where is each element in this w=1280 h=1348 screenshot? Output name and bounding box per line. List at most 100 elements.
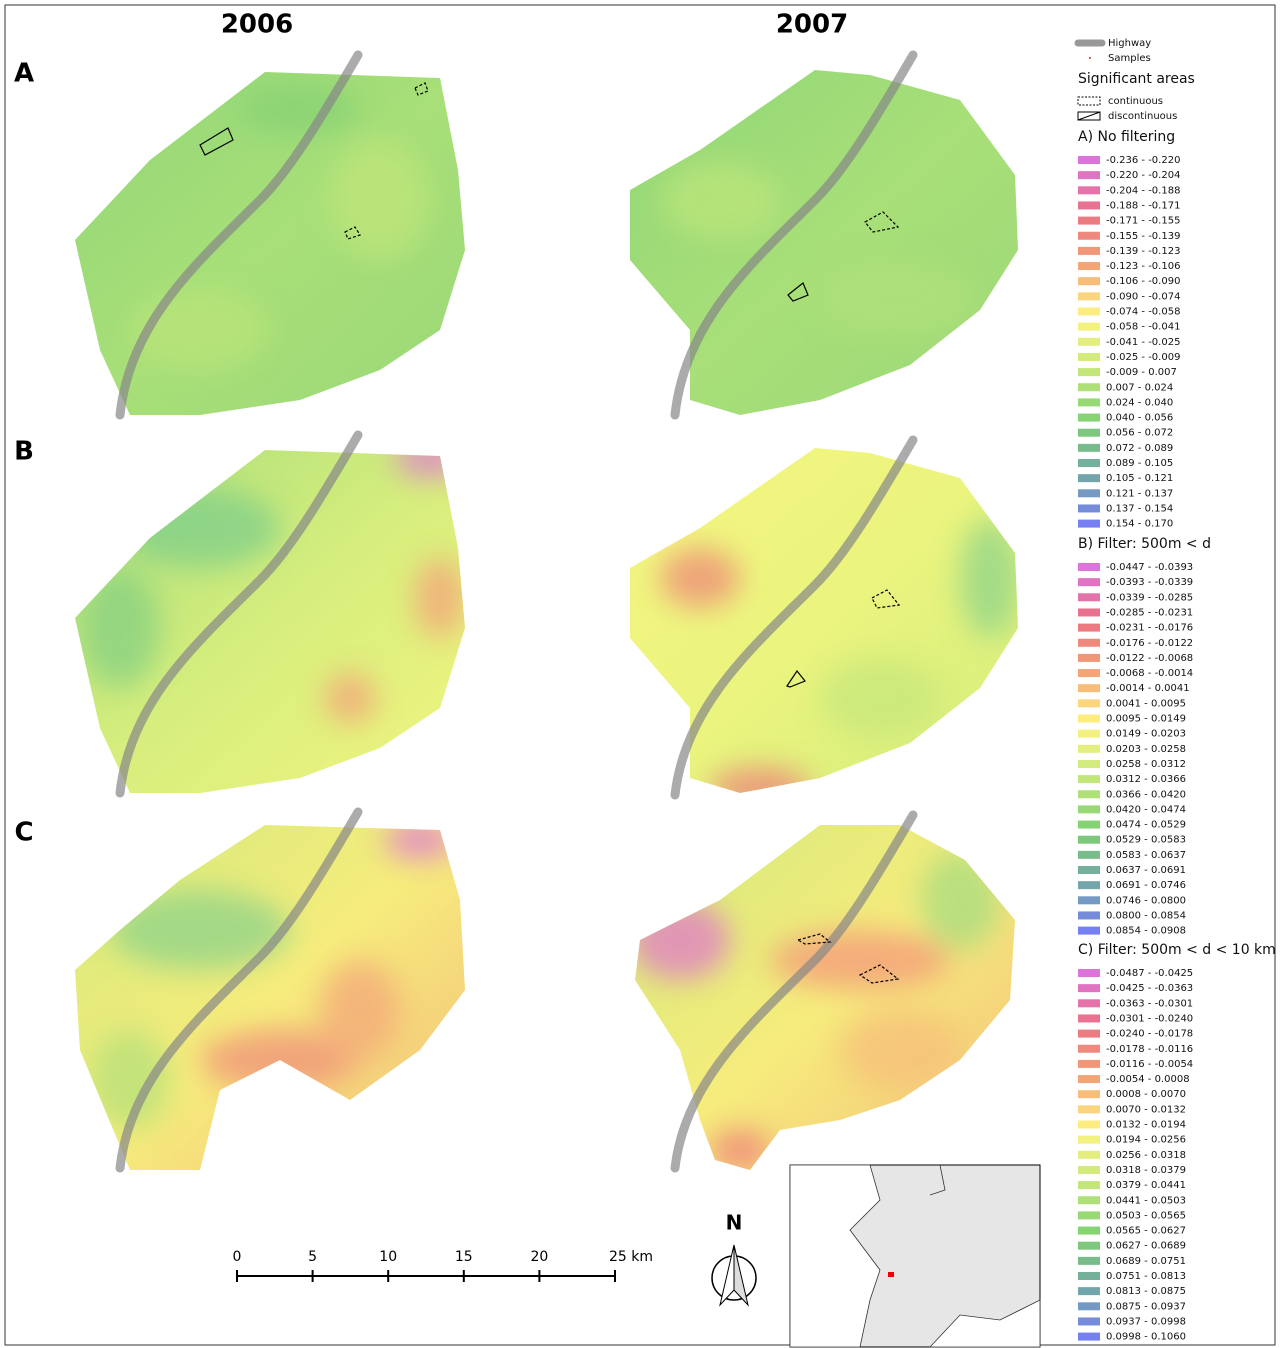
legend-swatch: [1078, 850, 1100, 859]
legend-swatch: [1078, 322, 1100, 331]
legend-entry: -0.0339 - -0.0285: [1106, 592, 1193, 603]
legend-entry: 0.0149 - 0.0203: [1106, 729, 1186, 740]
legend-swatch: [1078, 1075, 1100, 1084]
legend-swatch: [1078, 790, 1100, 799]
legend-swatch: [1078, 969, 1100, 977]
legend-swatch: [1078, 307, 1100, 316]
legend-entry: -0.025 - -0.009: [1106, 352, 1180, 363]
legend-swatch: [1078, 729, 1100, 738]
legend-entry: 0.0875 - 0.0937: [1106, 1301, 1186, 1312]
legend-entry: 0.0041 - 0.0095: [1106, 698, 1186, 709]
legend-swatch: [1078, 1150, 1100, 1159]
legend-swatch: [1078, 1044, 1100, 1053]
legend-swatch: [1078, 428, 1100, 437]
legend-swatch: [1078, 231, 1100, 240]
legend-swatch: [1078, 820, 1100, 829]
legend-entry: 0.0813 - 0.0875: [1106, 1286, 1186, 1297]
legend-entry: 0.0637 - 0.0691: [1106, 865, 1186, 876]
legend-entry: -0.058 - -0.041: [1106, 322, 1180, 333]
legend-swatch: [1078, 896, 1100, 905]
legend-entry: -0.041 - -0.025: [1106, 337, 1180, 348]
legend-entry: -0.009 - 0.007: [1106, 367, 1177, 378]
legend-swatch: [1078, 156, 1100, 164]
legend-entry: -0.0393 - -0.0339: [1106, 577, 1193, 588]
legend-swatch: [1078, 684, 1100, 693]
legend-entry: 0.0312 - 0.0366: [1106, 774, 1186, 785]
legend-swatch: [1078, 866, 1100, 874]
legend-swatch: [1078, 744, 1100, 753]
legend-entry: 0.0194 - 0.0256: [1106, 1135, 1186, 1146]
legend-swatch: [1078, 1059, 1100, 1068]
legend-entry: 0.0095 - 0.0149: [1106, 714, 1186, 725]
legend-swatch: [1078, 504, 1100, 513]
legend-entry: -0.139 - -0.123: [1106, 246, 1180, 257]
legend-section-title: A) No filtering: [1078, 129, 1175, 145]
legend-discontinuous: discontinuous: [1108, 111, 1177, 122]
legend-swatch: [1078, 1287, 1100, 1296]
legend-entry: -0.0447 - -0.0393: [1106, 562, 1193, 573]
legend-significant: Significant areas: [1078, 71, 1195, 87]
legend-entry: 0.154 - 0.170: [1106, 519, 1173, 530]
legend-entry: 0.0503 - 0.0565: [1106, 1210, 1186, 1221]
legend-swatch: [1078, 201, 1100, 210]
legend-entry: 0.0420 - 0.0474: [1106, 804, 1186, 815]
legend-swatch: [1078, 835, 1100, 844]
legend-entry: -0.0301 - -0.0240: [1106, 1013, 1193, 1024]
legend-swatch: [1078, 1090, 1100, 1099]
legend-swatch: [1078, 775, 1100, 784]
legend-entry: -0.0178 - -0.0116: [1106, 1044, 1193, 1055]
legend-entry: -0.188 - -0.171: [1106, 200, 1180, 211]
legend-entry: 0.040 - 0.056: [1106, 413, 1173, 424]
legend-entry: 0.0854 - 0.0908: [1106, 926, 1186, 937]
legend-entry: -0.0425 - -0.0363: [1106, 983, 1193, 994]
legend-entry: 0.056 - 0.072: [1106, 428, 1173, 439]
legend-entry: 0.105 - 0.121: [1106, 473, 1173, 484]
row-label: A: [14, 59, 34, 89]
legend-entry: -0.0231 - -0.0176: [1106, 623, 1193, 634]
legend-entry: 0.0258 - 0.0312: [1106, 759, 1186, 770]
scale-label: 5: [308, 1249, 317, 1265]
highways: [115, 50, 918, 1173]
legend-swatch: [1078, 653, 1100, 662]
legend-swatch: [1078, 1181, 1100, 1190]
legend-swatch: [1078, 519, 1100, 528]
scale-label: 0: [233, 1249, 242, 1265]
legend: Highway Samples Significant areas contin…: [1074, 38, 1276, 1343]
north-arrow: N: [711, 1211, 757, 1307]
legend-swatch: [1078, 759, 1100, 768]
legend-swatch: [1078, 1120, 1100, 1129]
legend-entry: -0.0176 - -0.0122: [1106, 638, 1193, 649]
legend-entry: 0.0800 - 0.0854: [1106, 910, 1186, 921]
legend-continuous: continuous: [1108, 96, 1163, 107]
legend-swatch: [1078, 337, 1100, 346]
legend-entry: -0.0285 - -0.0231: [1106, 607, 1193, 618]
legend-entry: 0.0691 - 0.0746: [1106, 880, 1186, 891]
legend-entry: 0.0256 - 0.0318: [1106, 1150, 1186, 1161]
legend-entry: 0.0318 - 0.0379: [1106, 1165, 1186, 1176]
legend-entry: 0.0070 - 0.0132: [1106, 1104, 1186, 1115]
legend-section-title: B) Filter: 500m < d: [1078, 536, 1211, 552]
legend-swatch: [1078, 459, 1100, 467]
row-label: B: [14, 437, 34, 467]
legend-highway: Highway: [1108, 38, 1151, 49]
legend-swatch: [1078, 352, 1100, 361]
legend-swatch: [1078, 1302, 1100, 1311]
legend-entry: 0.0751 - 0.0813: [1106, 1271, 1186, 1282]
scale-label: 20: [530, 1249, 548, 1265]
legend-swatch: [1078, 638, 1100, 647]
legend-entry: -0.074 - -0.058: [1106, 307, 1180, 318]
legend-swatch: [1078, 1029, 1100, 1038]
column-title: 2006: [221, 10, 293, 40]
legend-entry: 0.0565 - 0.0627: [1106, 1226, 1186, 1237]
legend-swatch: [1078, 623, 1100, 632]
legend-swatch: [1078, 1135, 1100, 1144]
legend-entry: 0.0132 - 0.0194: [1106, 1120, 1186, 1131]
legend-swatch: [1078, 1196, 1100, 1205]
legend-entry: -0.0363 - -0.0301: [1106, 998, 1193, 1009]
legend-swatch: [1078, 984, 1100, 993]
legend-section-title: C) Filter: 500m < d < 10 km: [1078, 942, 1276, 958]
legend-entry: -0.090 - -0.074: [1106, 291, 1180, 302]
frame: [4, 4, 1276, 1346]
legend-swatch: [1078, 171, 1100, 180]
